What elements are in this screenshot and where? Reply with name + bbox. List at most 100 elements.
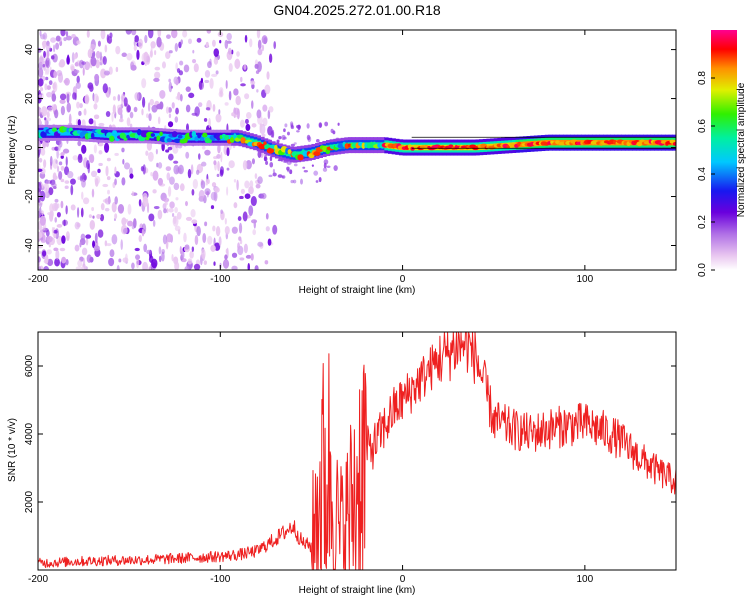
spectrogram-ridge-cell — [296, 151, 302, 157]
spectrogram-noise-blob — [217, 144, 221, 154]
spectrogram-ridge-peak — [224, 134, 230, 141]
spectrogram-noise-blob — [38, 206, 42, 217]
spectrogram-noise-blob — [111, 111, 114, 123]
spectrogram-noise-blob — [204, 188, 211, 196]
spectrogram-ridge-peak — [369, 141, 374, 148]
spectrogram-noise-blob — [225, 248, 229, 254]
spectrogram-noise-blob — [204, 70, 211, 78]
spectrogram-noise — [38, 30, 340, 270]
spectrogram-ridge-peak — [166, 138, 172, 143]
spectrogram-noise-blob — [54, 216, 58, 223]
spectrogram-noise-blob — [154, 66, 161, 71]
spectrogram-noise-blob — [238, 222, 243, 234]
spectrogram-noise-blob — [261, 44, 265, 52]
spectrogram-noise-blob — [95, 50, 101, 59]
colorbar-ticks: 0.0 0.2 0.4 0.6 0.8 — [697, 71, 715, 277]
spectrogram-noise-blob — [117, 107, 123, 116]
spectrogram-noise-blob — [256, 89, 259, 93]
spectrogram-noise-blob — [146, 141, 153, 151]
spectrogram-ridge-cell — [136, 132, 141, 139]
spectrogram-noise-blob — [143, 243, 148, 253]
spectrogram-noise-blob — [62, 148, 70, 154]
spectrogram-noise-blob — [152, 189, 157, 194]
spectrogram-noise-blob — [46, 117, 52, 122]
spectrogram-ridge-peak — [410, 146, 415, 151]
spectrogram-noise-blob — [306, 134, 311, 141]
spectrogram-noise-blob — [228, 47, 232, 55]
spectrogram-noise-blob — [173, 256, 179, 265]
spectrogram-noise-blob — [53, 70, 58, 79]
spectrogram-noise-blob — [185, 86, 191, 92]
spectrogram-noise-blob — [224, 225, 230, 235]
spectrogram-noise-blob — [228, 160, 235, 169]
spectrogram-noise-blob — [226, 167, 230, 171]
spectrogram-noise-blob — [231, 252, 238, 258]
spectrogram-noise-blob — [226, 186, 229, 196]
spectrogram-noise-blob — [150, 171, 153, 177]
spectrogram-noise-blob — [200, 77, 204, 84]
spectrogram-noise-blob — [283, 128, 286, 133]
spectrogram-noise-blob — [300, 178, 303, 185]
spectrogram-noise-blob — [154, 50, 157, 56]
spectrogram-noise-blob — [296, 130, 300, 133]
spectrogram-ridge-peak — [202, 132, 208, 138]
spectrogram-noise-blob — [83, 174, 88, 181]
spectrogram-noise-blob — [168, 113, 172, 119]
spectrogram-ridge-cell — [59, 130, 65, 136]
spectrogram-noise-blob — [79, 103, 83, 109]
colorbar-tick-label: 0.8 — [697, 71, 708, 85]
spectrogram-noise-blob — [42, 250, 47, 257]
spectrogram-noise-blob — [93, 93, 99, 104]
spectrogram-noise-blob — [60, 155, 64, 159]
spectrogram-noise-blob — [244, 193, 251, 199]
spectrogram-noise-blob — [248, 205, 254, 217]
spectrogram-noise-blob — [89, 43, 96, 50]
spectrogram-noise-blob — [237, 216, 242, 221]
spectrogram-noise-blob — [74, 221, 80, 230]
spectrogram-noise-blob — [231, 226, 238, 234]
spectrogram-ridge-peak — [313, 151, 321, 156]
spectrogram-noise-blob — [212, 103, 216, 112]
spectrogram-noise-blob — [142, 96, 146, 108]
spectrogram-noise-blob — [156, 103, 163, 110]
spectrogram-ridge-cell — [110, 132, 116, 139]
spectrogram-noise-blob — [58, 61, 65, 68]
spectrogram-noise-blob — [77, 154, 83, 164]
spectrogram-noise-blob — [262, 117, 268, 127]
snr-background — [38, 332, 676, 570]
spectrogram-noise-blob — [267, 238, 272, 246]
spectrogram-noise-blob — [183, 232, 187, 243]
spectrogram-noise-blob — [260, 123, 263, 128]
spectrogram-noise-blob — [204, 149, 211, 156]
spectrogram-noise-blob — [243, 64, 247, 70]
spectrogram-noise-blob — [219, 87, 224, 95]
spectrogram-noise-blob — [77, 259, 83, 267]
spectrogram-noise-blob — [270, 130, 274, 138]
spectrogram-ridge-peak — [191, 130, 197, 138]
spectrogram-noise-blob — [249, 180, 254, 189]
spectrogram-noise-blob — [203, 117, 208, 122]
spectrogram-noise-blob — [121, 147, 125, 153]
spectrogram-noise-blob — [188, 92, 195, 99]
spectrogram-noise-blob — [138, 38, 143, 49]
spectrogram-noise-blob — [70, 204, 76, 211]
spectrogram-ridge-cell — [99, 131, 105, 138]
spectrogram-noise-blob — [47, 258, 54, 267]
spectrogram-noise-blob — [81, 191, 84, 200]
spectrogram-noise-blob — [167, 121, 174, 128]
spectrogram-noise-blob — [166, 34, 171, 39]
spectrogram-noise-blob — [147, 151, 154, 162]
spectrogram-noise-blob — [213, 160, 217, 166]
spectrogram-noise-blob — [256, 61, 262, 73]
x-tick-label: 100 — [577, 574, 594, 585]
spectrogram-noise-blob — [50, 37, 57, 43]
snr-series-line — [38, 332, 676, 570]
spectrogram-noise-blob — [250, 80, 256, 85]
spectrogram-noise-blob — [133, 218, 137, 229]
spectrogram-noise-blob — [114, 178, 117, 186]
spectrogram-noise-blob — [54, 258, 60, 267]
spectrogram-noise-blob — [196, 37, 202, 43]
spectrogram-noise-blob — [38, 67, 44, 78]
spectrogram-noise-blob — [251, 123, 257, 128]
spectrogram-noise-blob — [40, 148, 46, 156]
